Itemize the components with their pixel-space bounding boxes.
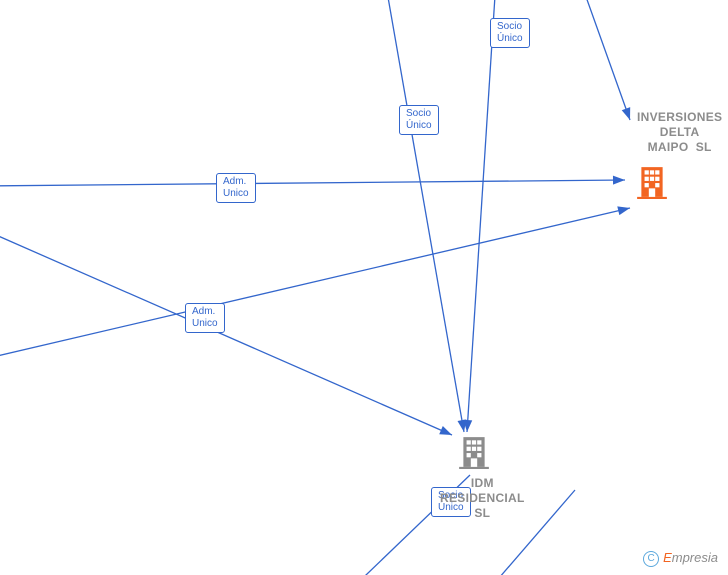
edge-label: Adm. Unico [185,303,225,333]
arrowhead-icon [622,107,630,120]
arrowhead-icon [617,206,630,215]
edge-segment [0,228,452,435]
node-idm-icon[interactable] [457,435,491,474]
edge-label: Adm. Unico [216,173,256,203]
brand-footer: CEmpresia [643,550,718,567]
brand-rest: mpresia [672,550,718,565]
arrowhead-icon [613,176,625,185]
node-inversiones-icon[interactable] [635,165,669,204]
building-icon [635,165,669,199]
copyright-icon: C [643,551,659,567]
node-idm-label: IDM RESIDENCIAL SL [440,476,525,521]
node-inversiones-label: INVERSIONES DELTA MAIPO SL [637,110,722,155]
building-icon [457,435,491,469]
edge-segment [580,0,630,120]
diagram-canvas [0,0,728,575]
edge-segment [0,180,625,186]
edge-label: Socio Único [399,105,439,135]
arrowhead-icon [439,426,452,435]
edge-segment [385,0,464,432]
brand-letter-e: E [663,550,672,565]
edge-segment [467,0,496,432]
edge-label: Socio Único [490,18,530,48]
edge-segment [0,208,630,360]
